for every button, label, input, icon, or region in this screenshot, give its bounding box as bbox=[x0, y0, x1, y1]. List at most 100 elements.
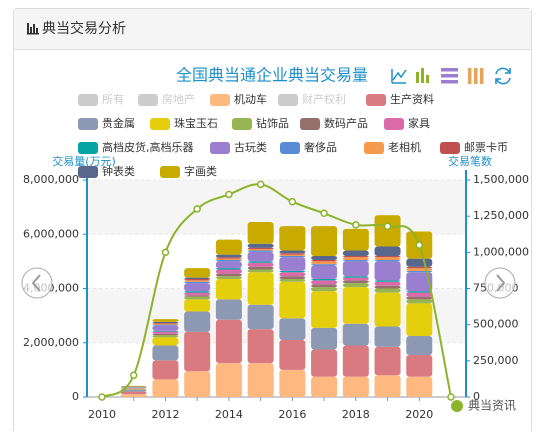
bar-segment bbox=[152, 335, 178, 337]
bar-segment bbox=[343, 256, 369, 257]
legend-swatch[interactable] bbox=[364, 142, 384, 154]
bar-segment bbox=[279, 318, 305, 340]
legend-label[interactable]: 古玩类 bbox=[234, 140, 267, 154]
bar-segment bbox=[248, 249, 274, 250]
legend-swatch[interactable] bbox=[232, 118, 252, 130]
legend-swatch[interactable] bbox=[78, 118, 98, 130]
legend-swatch[interactable] bbox=[384, 118, 404, 130]
bar-segment bbox=[216, 276, 242, 279]
line-point bbox=[289, 199, 295, 205]
legend-label[interactable]: 房地产 bbox=[162, 92, 195, 106]
legend-label[interactable]: 字画类 bbox=[184, 164, 217, 178]
legend-label[interactable]: 家具 bbox=[408, 116, 430, 130]
bar-segment bbox=[216, 261, 242, 268]
bar-segment bbox=[152, 334, 178, 335]
legend-swatch[interactable] bbox=[78, 166, 98, 178]
legend-label[interactable]: 钟表类 bbox=[102, 164, 135, 178]
legend-label[interactable]: 生产资料 bbox=[390, 92, 434, 106]
bar-segment bbox=[406, 299, 432, 303]
line-point bbox=[194, 206, 200, 212]
bar-segment bbox=[121, 394, 147, 397]
legend-label[interactable]: 贵金属 bbox=[102, 116, 135, 130]
bar-segment bbox=[248, 248, 274, 249]
bar-segment bbox=[184, 295, 210, 296]
x-tick-label: 2018 bbox=[342, 408, 370, 421]
bar-segment bbox=[279, 271, 305, 272]
grid-band bbox=[87, 180, 466, 234]
bar-segment bbox=[406, 336, 432, 355]
bar-segment bbox=[279, 255, 305, 256]
bar-segment bbox=[216, 255, 242, 258]
legend-label[interactable]: 老相机 bbox=[388, 140, 421, 154]
bar-segment bbox=[279, 226, 305, 250]
legend-swatch[interactable] bbox=[440, 142, 460, 154]
legend-swatch[interactable] bbox=[280, 142, 300, 154]
bar-segment bbox=[279, 276, 305, 279]
legend-swatch[interactable] bbox=[210, 142, 230, 154]
x-tick-label: 2016 bbox=[278, 408, 306, 421]
bar-segment bbox=[248, 272, 274, 305]
legend-label[interactable]: 机动车 bbox=[234, 92, 267, 106]
legend-swatch[interactable] bbox=[210, 94, 230, 106]
line-point bbox=[162, 249, 168, 255]
bar-segment bbox=[375, 282, 401, 286]
legend-label[interactable]: 高档皮货,高档乐器 bbox=[102, 140, 194, 154]
x-tick-label: 2010 bbox=[88, 408, 116, 421]
bar-segment bbox=[375, 257, 401, 260]
legend-label[interactable]: 钻饰品 bbox=[256, 116, 289, 130]
bar-segment bbox=[152, 360, 178, 379]
bar-segment bbox=[216, 299, 242, 319]
bar-segment bbox=[152, 322, 178, 323]
next-button[interactable] bbox=[485, 268, 515, 298]
bar-segment bbox=[343, 257, 369, 260]
legend-label[interactable]: 财产权利 bbox=[302, 92, 346, 106]
legend-label[interactable]: 所有 bbox=[102, 92, 124, 106]
bar-segment bbox=[311, 280, 337, 284]
bar-segment bbox=[152, 379, 178, 397]
bar-segment bbox=[406, 377, 432, 397]
prev-button[interactable] bbox=[22, 268, 52, 298]
line-point bbox=[258, 181, 264, 187]
legend-swatch[interactable] bbox=[278, 94, 298, 106]
bar-segment bbox=[184, 280, 210, 281]
bar-segment bbox=[152, 345, 178, 360]
bar-segment bbox=[406, 293, 432, 297]
bar-segment bbox=[406, 267, 432, 268]
bar-segment bbox=[375, 280, 401, 281]
bar-segment bbox=[311, 279, 337, 280]
bar-segment bbox=[279, 257, 305, 271]
bar-segment bbox=[311, 287, 337, 291]
bar-segment bbox=[343, 377, 369, 397]
legend-swatch[interactable] bbox=[160, 166, 180, 178]
bar-segment bbox=[184, 268, 210, 277]
bar-segment bbox=[248, 263, 274, 267]
bar-segment bbox=[248, 252, 274, 261]
bar-segment bbox=[311, 265, 337, 279]
legend-swatch[interactable] bbox=[366, 94, 386, 106]
bar-segment bbox=[406, 291, 432, 292]
bar-segment bbox=[152, 325, 178, 326]
bar-segment bbox=[152, 332, 178, 334]
legend-label[interactable]: 奢侈品 bbox=[304, 140, 337, 154]
stack-button[interactable] bbox=[441, 68, 458, 84]
legend-swatch[interactable] bbox=[78, 142, 98, 154]
bar-segment bbox=[152, 324, 178, 325]
tiled-button[interactable] bbox=[468, 68, 484, 84]
line-point bbox=[353, 222, 359, 228]
bar-segment bbox=[311, 261, 337, 264]
x-tick-label: 2012 bbox=[151, 408, 179, 421]
x-tick-label: 2020 bbox=[405, 408, 433, 421]
y-tick-label: 2,000,000 bbox=[23, 336, 79, 349]
y-tick-label: 6,000,000 bbox=[23, 227, 79, 240]
bar-segment bbox=[343, 251, 369, 256]
legend-swatch[interactable] bbox=[300, 118, 320, 130]
legend-label[interactable]: 数码产品 bbox=[324, 116, 368, 130]
legend-swatch[interactable] bbox=[78, 94, 98, 106]
legend-swatch[interactable] bbox=[150, 118, 170, 130]
legend-swatch[interactable] bbox=[138, 94, 158, 106]
bar-segment bbox=[216, 268, 242, 269]
bar-segment bbox=[184, 312, 210, 332]
legend-label[interactable]: 珠宝玉石 bbox=[174, 116, 218, 130]
y-tick-label: 8,000,000 bbox=[23, 173, 79, 186]
legend-label[interactable]: 邮票卡币 bbox=[464, 141, 508, 154]
